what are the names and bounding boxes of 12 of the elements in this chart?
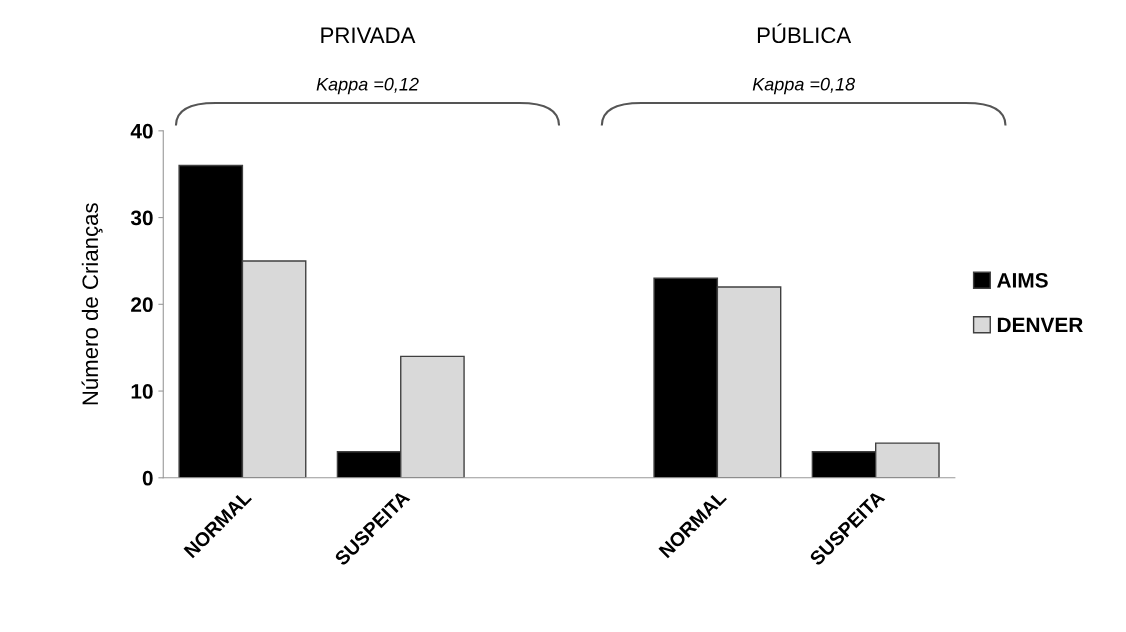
text: Kappa =0,12 [316, 77, 419, 95]
text: Kappa =0,18 [752, 77, 856, 95]
y-tick-label: 40 [130, 123, 153, 139]
y-tick-label: 20 [131, 297, 153, 313]
text: PRIVADA [321, 27, 416, 43]
legend-label: AIMS [997, 272, 1048, 288]
y-tick-label: 30 [130, 210, 153, 226]
y-axis-title: Número de Crianças [81, 203, 103, 405]
legend-label: DENVER [997, 317, 1083, 333]
y-tick-label: 0 [142, 470, 153, 486]
text: PÚBLICA [757, 23, 852, 44]
y-tick-label: 10 [131, 384, 153, 399]
